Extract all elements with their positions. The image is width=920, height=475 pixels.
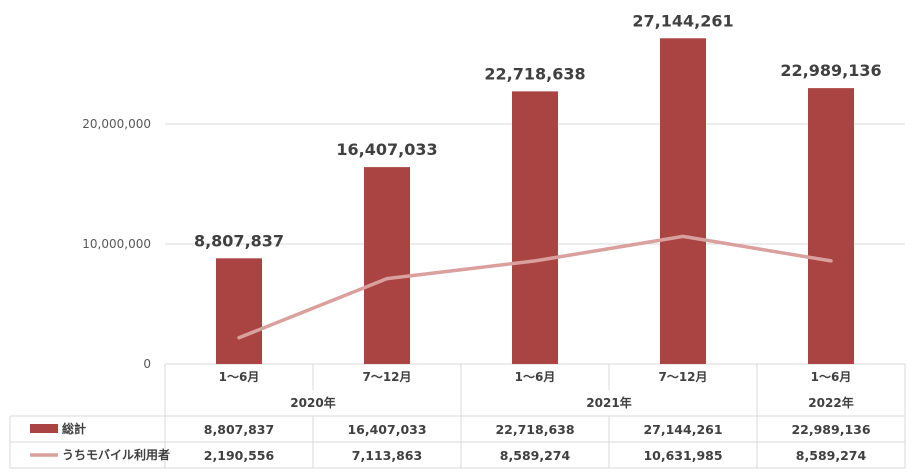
table-cell: 2,190,556 (204, 448, 275, 463)
bar (512, 91, 558, 364)
x-category-label: 1～6月 (219, 370, 260, 384)
x-category-label: 7～12月 (658, 370, 707, 384)
legend-label: 総計 (62, 421, 86, 436)
bar (364, 167, 410, 364)
bar (660, 38, 706, 365)
x-group-label: 2022年 (808, 395, 853, 410)
bar-data-label: 8,807,837 (194, 231, 284, 250)
bar-data-label: 22,718,638 (484, 64, 585, 83)
x-category-label: 1～6月 (515, 370, 556, 384)
y-tick-label: 20,000,000 (82, 117, 151, 131)
table-cell: 22,989,136 (791, 422, 870, 437)
bar-data-label: 27,144,261 (632, 11, 733, 30)
table-cell: 27,144,261 (643, 422, 722, 437)
y-tick-label: 10,000,000 (82, 237, 151, 251)
bar (808, 88, 854, 364)
table-cell: 8,589,274 (500, 448, 571, 463)
bar (216, 258, 262, 364)
y-tick-label: 0 (143, 357, 151, 371)
legend-label: うちモバイル利用者 (62, 447, 170, 462)
x-group-label: 2020年 (290, 395, 335, 410)
line-series (237, 234, 833, 340)
bar-data-label: 22,989,136 (780, 61, 881, 80)
legend-key-bar (30, 424, 58, 433)
x-category-label: 7～12月 (362, 370, 411, 384)
bar-data-label: 16,407,033 (336, 140, 437, 159)
table-cell: 16,407,033 (347, 422, 426, 437)
x-group-label: 2021年 (586, 395, 631, 410)
table-cell: 10,631,985 (643, 448, 722, 463)
table-cell: 22,718,638 (495, 422, 574, 437)
x-category-label: 1～6月 (811, 370, 852, 384)
table-cell: 8,807,837 (204, 422, 274, 437)
table-cell: 8,589,274 (796, 448, 867, 463)
table-cell: 7,113,863 (352, 448, 422, 463)
